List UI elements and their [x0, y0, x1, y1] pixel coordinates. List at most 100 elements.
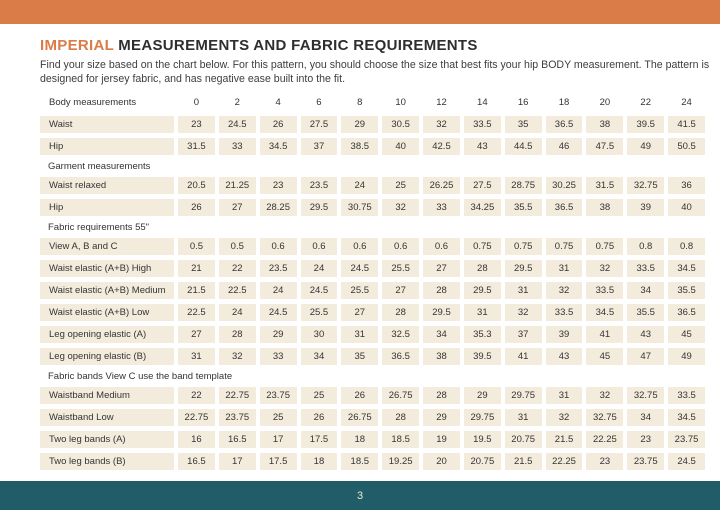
table-cell: 0.6 [423, 238, 460, 256]
table-cell: 21.5 [545, 431, 583, 449]
table-cell: 19.5 [463, 431, 501, 449]
table-cell: 25.5 [300, 304, 338, 322]
table-cell: 47 [627, 348, 665, 366]
table-cell: 23.5 [300, 177, 338, 195]
table-cell: 28.75 [504, 177, 542, 195]
table-cell: 41 [504, 348, 542, 366]
table-cell: 19.25 [382, 453, 420, 471]
table-cell: 22.5 [178, 304, 215, 322]
table-cell: 41 [586, 326, 624, 344]
table-cell: 0.8 [627, 238, 665, 256]
table-cell: 21 [178, 260, 215, 278]
table-row: Leg opening elastic (B) 31 32 33 34 35 36.5 38 3… [40, 348, 705, 366]
size-header-cell: 20 [599, 97, 611, 109]
table-cell: 29 [423, 409, 460, 427]
row-label: Waist [40, 116, 174, 134]
table-cell: 34.25 [463, 199, 501, 217]
table-cell: 17 [218, 453, 256, 471]
table-cell: 0.6 [259, 238, 297, 256]
table-cell: 18 [300, 453, 338, 471]
table-cell: 24.5 [300, 282, 338, 300]
table-cell: 16.5 [218, 431, 256, 449]
table-cell: 34 [627, 409, 665, 427]
table-cell: 42.5 [423, 138, 460, 156]
table-cell: 25 [300, 387, 338, 405]
row-label: Two leg bands (A) [40, 431, 174, 449]
table-cell: 24 [300, 260, 338, 278]
size-header-cell: 2 [234, 97, 240, 109]
table-cell: 29 [341, 116, 379, 134]
table-cell: 35.5 [504, 199, 542, 217]
table-cell: 47.5 [586, 138, 624, 156]
table-cell: 36.5 [668, 304, 705, 322]
table-cell: 0.75 [545, 238, 583, 256]
table-cell: 35 [504, 116, 542, 134]
table-cell: 22.25 [586, 431, 624, 449]
table-cell: 22.75 [178, 409, 215, 427]
table-row: Waist 23 24.5 26 27.5 29 30.5 32 33.5 35 36.5 38 39.… [40, 116, 705, 134]
table-cell: 24.5 [259, 304, 297, 322]
table-cell: 31.5 [178, 138, 215, 156]
table-cell: 21.5 [178, 282, 215, 300]
table-cell: 50.5 [668, 138, 705, 156]
table-cell: 38.5 [341, 138, 379, 156]
table-cell: 0.75 [504, 238, 542, 256]
table-cell: 0.5 [178, 238, 215, 256]
size-header-cell: 0 [193, 97, 200, 109]
table-cell: 32.75 [586, 409, 624, 427]
title-text: MEASUREMENTS AND FABRIC REQUIREMENTS [113, 37, 478, 54]
table-cell: 18.5 [382, 431, 420, 449]
table-header-row: Body measurements 0 2 4 6 8 10 12 14 16 18 20 22 24 [40, 94, 705, 111]
table-cell: 22 [178, 387, 215, 405]
table-cell: 34.5 [668, 260, 705, 278]
table-cell: 25.5 [382, 260, 420, 278]
table-cell: 43 [627, 326, 665, 344]
top-accent-bar [0, 0, 720, 24]
table-cell: 33.5 [463, 116, 501, 134]
table-cell: 29.5 [300, 199, 338, 217]
table-cell: 33.5 [586, 282, 624, 300]
title-highlight: IMPERIAL [40, 37, 114, 54]
size-header-cell: 6 [316, 97, 322, 109]
table-cell: 41.5 [668, 116, 705, 134]
table-cell: 49 [668, 348, 705, 366]
table-cell: 30.25 [545, 177, 583, 195]
table-cell: 23.75 [668, 431, 705, 449]
row-label: Waistband Medium [40, 387, 174, 405]
row-label: Leg opening elastic (B) [40, 348, 174, 366]
table-cell: 32 [423, 116, 460, 134]
table-cell: 27 [423, 260, 460, 278]
page-number: 3 [356, 489, 364, 502]
table-cell: 35 [341, 348, 379, 366]
table-cell: 25 [382, 177, 420, 195]
table-cell: 32 [218, 348, 256, 366]
table-cell: 27 [382, 282, 420, 300]
table-cell: 21.25 [218, 177, 256, 195]
table-cell: 17 [259, 431, 297, 449]
table-cell: 40 [382, 138, 420, 156]
size-header-cell: 12 [436, 97, 447, 109]
table-cell: 34 [300, 348, 338, 366]
table-cell: 29.75 [463, 409, 501, 427]
size-table: Body measurements 0 2 4 6 8 10 12 14 16 18 20 22 24 Wa… [40, 94, 705, 471]
table-cell: 22.75 [218, 387, 256, 405]
row-label: Body measurements [49, 97, 137, 109]
table-cell: 29.5 [504, 260, 542, 278]
row-label: Waistband Low [40, 409, 174, 427]
table-cell: 39.5 [627, 116, 665, 134]
table-cell: 45 [668, 326, 705, 344]
table-cell: 26 [178, 199, 215, 217]
table-cell: 0.8 [668, 238, 705, 256]
table-cell: 28 [382, 304, 420, 322]
table-cell: 33 [423, 199, 460, 217]
table-row: View A, B and C 0.5 0.5 0.6 0.6 0.6 0.6 0.6 0.75… [40, 238, 705, 256]
table-cell: 24 [259, 282, 297, 300]
table-cell: 23 [259, 177, 297, 195]
row-label: View A, B and C [40, 238, 174, 256]
table-cell: 28.25 [259, 199, 297, 217]
row-label: Hip [40, 199, 174, 217]
table-cell: 32 [586, 260, 624, 278]
footer-bar: 3 [0, 481, 720, 510]
table-cell: 16 [178, 431, 215, 449]
table-cell: 31 [504, 282, 542, 300]
